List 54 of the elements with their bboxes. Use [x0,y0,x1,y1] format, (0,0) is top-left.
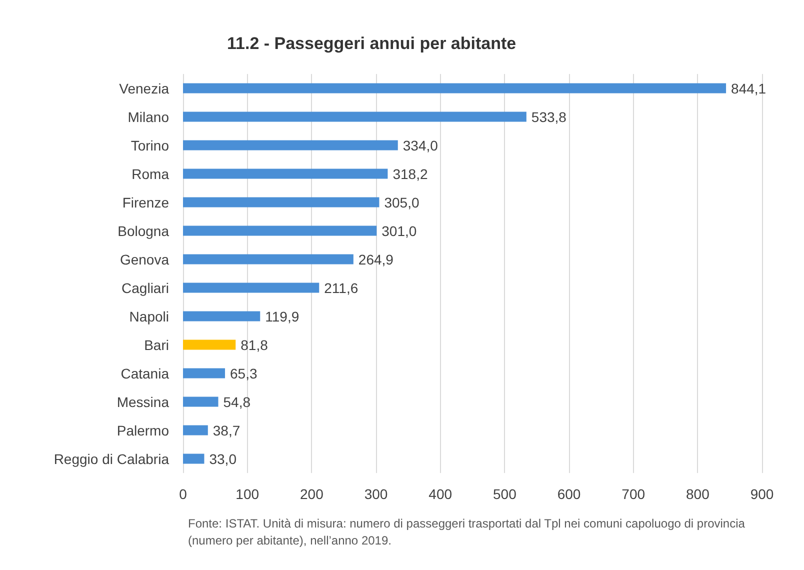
data-label: 533,8 [531,108,567,125]
x-tick-label: 400 [428,486,452,502]
bar [183,197,380,208]
y-tick-label: Cagliari [122,280,169,296]
data-label: 119,9 [265,308,300,324]
x-tick-label: 300 [364,486,388,502]
chart-title: 11.2 - Passeggeri annui per abitante [227,34,516,53]
y-tick-label: Milano [128,108,170,125]
bar [183,140,398,150]
y-tick-label: Torino [130,137,170,154]
bar [183,254,354,264]
y-tick-label: Messina [116,394,170,410]
data-label: 33,0 [209,450,237,467]
data-label: 38,7 [212,422,240,438]
y-tick-label: Palermo [116,422,170,438]
y-tick-label: Catania [120,365,170,382]
data-label: 54,8 [223,394,251,410]
data-label: 305,0 [384,194,420,210]
data-label: 81,8 [240,336,268,353]
bar [183,311,260,322]
bar [183,112,526,122]
bar [183,425,208,436]
y-tick-label: Firenze [122,194,170,210]
data-label: 301,0 [382,222,417,239]
x-tick-label: 900 [750,486,774,502]
data-label: 264,9 [358,251,394,268]
x-tick-label: 500 [492,486,517,502]
y-tick-label: Genova [120,251,170,268]
x-tick-label: 700 [622,486,646,502]
y-tick-label: Venezia [119,80,170,96]
data-label: 318,2 [392,166,428,182]
x-tick-label: 100 [236,486,260,502]
source-note: Fonte: ISTAT. Unità di misura: numero di passeggeri trasportati dal Tpl nei comuni capoluogo di provincia (numero per abitante), nell’anno 2019. [188,516,748,548]
x-tick-label: 200 [300,486,324,502]
x-tick-label: 0 [179,486,188,502]
bar [183,168,388,179]
x-tick-label: 800 [686,486,710,502]
data-label: 65,3 [230,365,258,382]
bar [183,282,320,293]
bar [183,226,377,236]
bar [183,368,226,378]
bar [183,396,218,407]
y-tick-label: Roma [132,166,170,182]
data-label: 334,0 [402,137,438,154]
y-tick-label: Napoli [129,308,169,324]
data-label: 211,6 [324,280,358,296]
bar [183,340,236,350]
y-tick-label: Reggio di Calabria [54,450,170,467]
y-tick-label: Bologna [118,222,170,239]
y-tick-label: Bari [144,336,169,353]
bar [183,454,204,464]
bar [183,83,726,94]
x-tick-label: 600 [557,486,581,502]
data-label: 844,1 [731,80,766,96]
